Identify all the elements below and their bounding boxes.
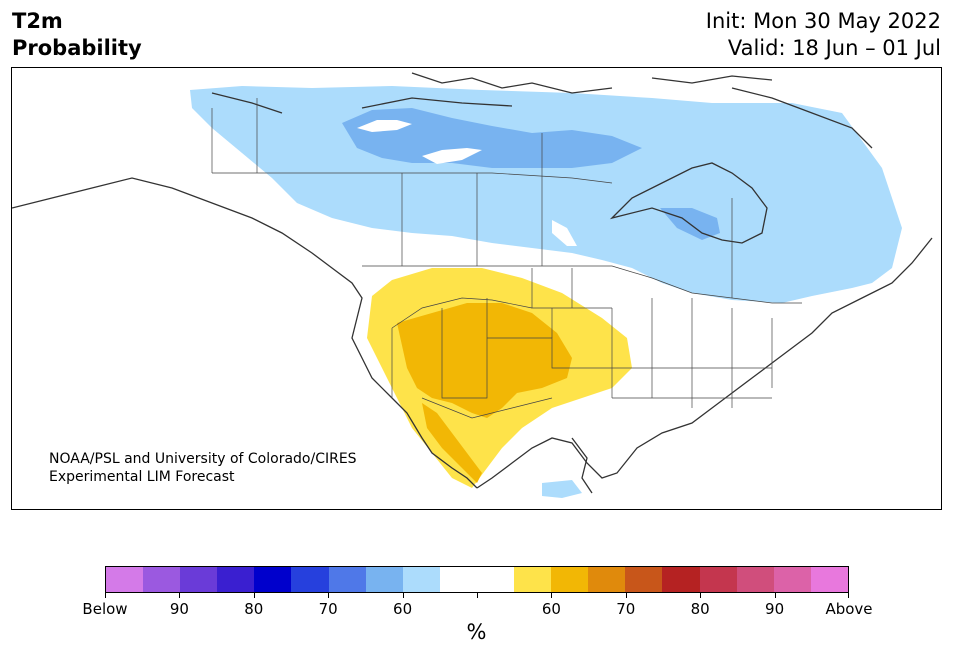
- credit-line-2: Experimental LIM Forecast: [49, 469, 235, 485]
- valid-range: Valid: 18 Jun – 01 Jul: [727, 36, 941, 60]
- colorbar-segment: [551, 567, 589, 592]
- colorbar-segment: [514, 567, 552, 592]
- colorbar-segment: [625, 567, 663, 592]
- colorbar-segment: [365, 567, 403, 592]
- cold-region-light: [190, 86, 902, 303]
- credit-line-1: NOAA/PSL and University of Colorado/CIRE…: [49, 451, 357, 467]
- colorbar-tick-label: Below: [82, 600, 128, 618]
- colorbar-segment: [773, 567, 811, 592]
- colorbar-tick: [551, 593, 553, 598]
- colorbar-segment: [662, 567, 700, 592]
- warm-region-gold: [397, 303, 572, 483]
- credit-text: NOAA/PSL and University of Colorado/CIRE…: [49, 450, 357, 486]
- colorbar-segment: [439, 567, 477, 592]
- political-borders: [211, 98, 802, 419]
- colorbar: [105, 566, 849, 593]
- colorbar-tick: [402, 593, 404, 598]
- colorbar-tick-labels: Below 90 80 70 60 60 70 80 90 Above: [0, 600, 953, 620]
- date-info: Init: Mon 30 May 2022 Valid: 18 Jun – 01…: [706, 8, 941, 62]
- colorbar-ticks: [105, 593, 849, 599]
- colorbar-segment: [810, 567, 848, 592]
- colorbar-tick: [328, 593, 330, 598]
- colorbar-tick-label: 60: [541, 600, 561, 618]
- colorbar-segment: [476, 567, 515, 592]
- colorbar-segment: [699, 567, 737, 592]
- lakes-white: [357, 120, 577, 246]
- colorbar-segment: [254, 567, 292, 592]
- colorbar-tick: [253, 593, 255, 598]
- colorbar-segment: [588, 567, 626, 592]
- colorbar-segment: [143, 567, 181, 592]
- coastlines: [12, 72, 933, 494]
- title-line-probability: Probability: [12, 36, 142, 60]
- colorbar-segment: [736, 567, 774, 592]
- colorbar-tick: [179, 593, 181, 598]
- map-title: T2m Probability: [12, 8, 142, 62]
- colorbar-tick-label: 80: [690, 600, 710, 618]
- title-line-variable: T2m: [12, 9, 63, 33]
- map-svg: [12, 72, 933, 498]
- colorbar-tick: [848, 593, 849, 598]
- colorbar-segment: [217, 567, 255, 592]
- colorbar-tick-label: Above: [825, 600, 873, 618]
- colorbar-tick-label: 70: [616, 600, 636, 618]
- colorbar-tick-label: 90: [765, 600, 785, 618]
- colorbar-segment: [106, 567, 144, 592]
- colorbar-segment: [328, 567, 366, 592]
- colorbar-tick: [105, 593, 106, 598]
- colorbar-segment: [180, 567, 218, 592]
- colorbar-tick-label: 90: [169, 600, 189, 618]
- forecast-map: [11, 67, 942, 510]
- colorbar-unit: %: [466, 620, 487, 644]
- colorbar-tick-label: 80: [244, 600, 264, 618]
- colorbar-tick: [477, 593, 478, 598]
- colorbar-segment: [291, 567, 329, 592]
- colorbar-tick-label: 60: [393, 600, 413, 618]
- colorbar-tick-label: 70: [318, 600, 338, 618]
- colorbar-tick: [700, 593, 702, 598]
- colorbar-tick: [625, 593, 627, 598]
- init-date: Init: Mon 30 May 2022: [705, 9, 941, 33]
- colorbar-segment: [402, 567, 440, 592]
- colorbar-tick: [774, 593, 776, 598]
